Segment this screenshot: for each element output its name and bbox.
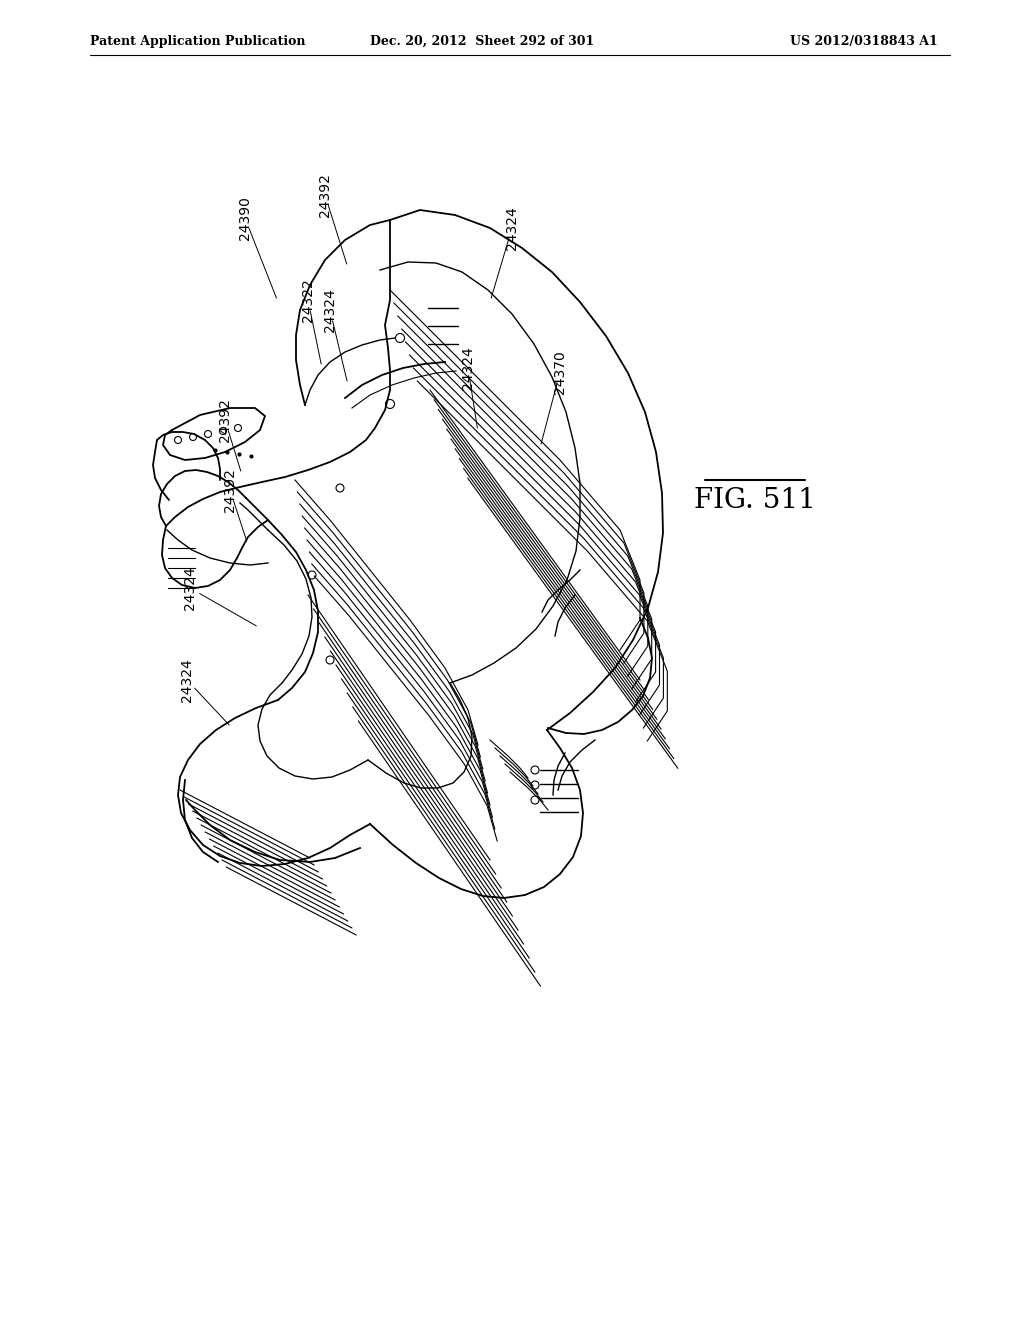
Text: 24322: 24322 xyxy=(301,279,315,322)
Text: 24324: 24324 xyxy=(180,659,194,702)
Text: 24324: 24324 xyxy=(323,288,337,331)
Text: Patent Application Publication: Patent Application Publication xyxy=(90,36,305,48)
Text: 24370: 24370 xyxy=(553,350,567,393)
Text: 24324: 24324 xyxy=(505,206,519,249)
Text: 24324: 24324 xyxy=(183,566,197,610)
Text: 24392: 24392 xyxy=(223,469,237,512)
Text: US 2012/0318843 A1: US 2012/0318843 A1 xyxy=(790,36,938,48)
Text: 24390: 24390 xyxy=(238,197,252,240)
Text: Dec. 20, 2012  Sheet 292 of 301: Dec. 20, 2012 Sheet 292 of 301 xyxy=(370,36,594,48)
Text: FIG. 511: FIG. 511 xyxy=(694,487,816,513)
Text: 24324: 24324 xyxy=(461,346,475,389)
Text: 24392: 24392 xyxy=(318,173,332,216)
Text: 24392: 24392 xyxy=(218,399,232,442)
